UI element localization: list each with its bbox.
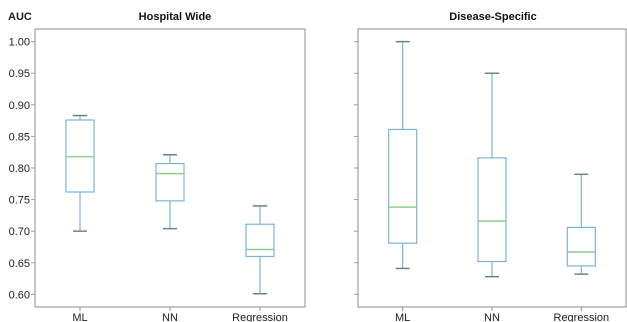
y-tick-label: 0.60 bbox=[9, 289, 30, 301]
x-tick-label: NN bbox=[162, 312, 178, 322]
x-tick-label: ML bbox=[395, 312, 410, 322]
box-nn bbox=[155, 162, 185, 202]
plot-frame bbox=[34, 28, 306, 308]
panel-disease-specific: ML NN Regression bbox=[354, 28, 627, 322]
x-tick-label: Regression bbox=[232, 312, 288, 322]
x-tick-label: NN bbox=[484, 312, 500, 322]
y-tick-label: 0.65 bbox=[9, 258, 30, 270]
box-ml bbox=[388, 128, 418, 244]
y-tick-label: 0.90 bbox=[9, 100, 30, 112]
panel-hospital-wide: 1.00 0.95 0.90 0.85 0.80 0.75 0.70 0.65 0.60 ML NN… bbox=[9, 28, 306, 322]
y-tick-label: 0.85 bbox=[9, 131, 30, 143]
chart-title-hospital-wide: Hospital Wide bbox=[139, 11, 212, 23]
box-nn bbox=[477, 157, 507, 263]
chart-title-disease-specific: Disease-Specific bbox=[449, 11, 536, 23]
x-tick-label: Regression bbox=[554, 312, 610, 322]
y-tick-label: 0.95 bbox=[9, 68, 30, 80]
y-tick-label: 0.75 bbox=[9, 195, 30, 207]
x-tick-label: ML bbox=[72, 312, 87, 322]
y-tick-label: 0.80 bbox=[9, 163, 30, 175]
y-tick-label: 1.00 bbox=[9, 37, 30, 49]
box-regression bbox=[566, 226, 596, 267]
y-tick-label: 0.70 bbox=[9, 226, 30, 238]
y-axis-label: AUC bbox=[8, 11, 32, 23]
box-regression bbox=[245, 223, 275, 258]
